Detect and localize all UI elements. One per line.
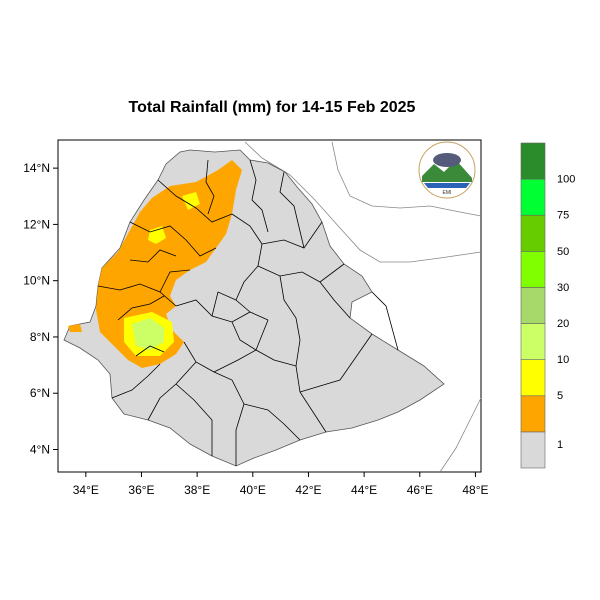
logo-text: EMI xyxy=(443,190,452,196)
somalia-coast-line xyxy=(439,397,482,473)
legend-label: 100 xyxy=(557,174,575,186)
arabia-coast-line xyxy=(331,141,482,217)
legend-label: 20 xyxy=(557,318,569,330)
x-tick-label: 46°E xyxy=(407,483,433,497)
ethiopian-meteorology-institute-logo: EMI xyxy=(418,141,476,199)
legend-swatch xyxy=(520,251,546,288)
legend-label: 30 xyxy=(557,282,569,294)
legend-label: 10 xyxy=(557,354,569,366)
map-plot-area: EMI 34°E 36°E 38°E 40°E 42°E 44°E 46°E 48°E 14°… xyxy=(23,139,489,497)
y-tick-label: 6°N xyxy=(30,386,50,400)
longitude-axis: 34°E 36°E 38°E 40°E 42°E 44°E 46°E 48°E xyxy=(73,472,489,497)
legend-swatch xyxy=(520,359,546,397)
x-tick-label: 42°E xyxy=(295,483,321,497)
legend-swatch xyxy=(520,287,546,324)
rain-region-10-20mm-patch xyxy=(132,318,164,350)
rain-region-1-5mm-west-tip xyxy=(68,324,82,332)
map-title: Total Rainfall (mm) for 14-15 Feb 2025 xyxy=(129,99,416,116)
x-tick-label: 48°E xyxy=(462,483,488,497)
legend-label: 5 xyxy=(557,390,563,402)
x-tick-label: 34°E xyxy=(73,483,99,497)
latitude-axis: 14°N 12°N 10°N 8°N 6°N 4°N xyxy=(23,161,58,456)
rain-region-5-10mm-patch-b xyxy=(182,192,200,210)
x-tick-label: 40°E xyxy=(240,483,266,497)
rainfall-legend: 1 5 10 20 30 50 75 100 xyxy=(520,142,575,469)
y-tick-label: 10°N xyxy=(23,274,50,288)
legend-label: 50 xyxy=(557,246,569,258)
x-tick-label: 36°E xyxy=(128,483,154,497)
legend-swatch xyxy=(520,431,546,469)
legend-swatch xyxy=(520,178,546,216)
legend-label: 1 xyxy=(557,439,563,451)
admin-boundaries xyxy=(97,159,399,466)
y-tick-label: 8°N xyxy=(30,330,50,344)
legend-swatch xyxy=(520,142,546,180)
red-sea-coast-line xyxy=(244,141,482,263)
y-tick-label: 12°N xyxy=(23,217,50,231)
legend-swatch xyxy=(520,395,546,433)
x-tick-label: 38°E xyxy=(184,483,210,497)
legend-swatch xyxy=(520,323,546,360)
rain-region-1-5mm-north xyxy=(96,160,242,368)
y-tick-label: 4°N xyxy=(30,442,50,456)
legend-label: 75 xyxy=(557,210,569,222)
legend-swatch xyxy=(520,214,546,252)
x-tick-label: 44°E xyxy=(351,483,377,497)
rain-region-5-10mm-patch-a xyxy=(148,226,166,244)
y-tick-label: 14°N xyxy=(23,161,50,175)
